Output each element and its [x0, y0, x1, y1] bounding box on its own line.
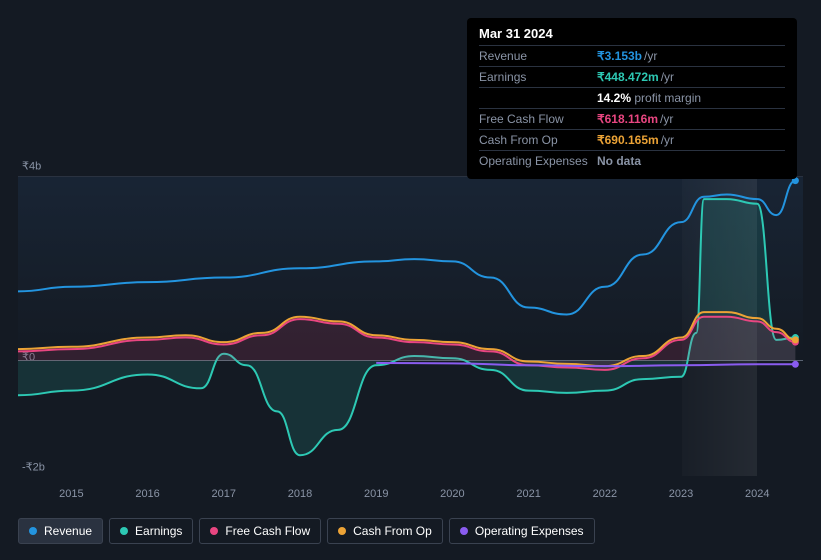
- series-end-marker-cfo: [792, 336, 799, 343]
- tooltip-row-suffix: /yr: [661, 70, 674, 84]
- legend-dot-icon: [460, 527, 468, 535]
- legend-item-cfo[interactable]: Cash From Op: [327, 518, 443, 544]
- tooltip-row-label: Revenue: [479, 49, 597, 63]
- legend-item-label: Revenue: [44, 524, 92, 538]
- series-end-marker-opex: [792, 361, 799, 368]
- tooltip-row-value: ₹690.165m: [597, 133, 659, 147]
- tooltip-row-label: Cash From Op: [479, 133, 597, 147]
- legend-dot-icon: [29, 527, 37, 535]
- tooltip-row-value: No data: [597, 154, 641, 168]
- x-axis-label: 2019: [364, 488, 388, 500]
- tooltip-row-label: Free Cash Flow: [479, 112, 597, 126]
- legend-item-fcf[interactable]: Free Cash Flow: [199, 518, 321, 544]
- tooltip-row-value: ₹618.116m: [597, 112, 658, 126]
- x-axis-label: 2022: [593, 488, 617, 500]
- series-line-earnings: [18, 199, 795, 455]
- tooltip-row-suffix: /yr: [661, 133, 674, 147]
- tooltip-row-label: Operating Expenses: [479, 154, 597, 168]
- legend-dot-icon: [210, 527, 218, 535]
- tooltip-title: Mar 31 2024: [479, 26, 785, 45]
- series-line-revenue: [18, 181, 795, 315]
- tooltip-row-suffix: /yr: [660, 112, 673, 126]
- legend-item-label: Free Cash Flow: [225, 524, 310, 538]
- x-axis-label: 2021: [516, 488, 540, 500]
- chart-svg: [18, 176, 803, 476]
- tooltip-row: Cash From Op₹690.165m /yr: [479, 129, 785, 150]
- chart-tooltip: Mar 31 2024 Revenue₹3.153b /yrEarnings₹4…: [467, 18, 797, 179]
- chart-container: ₹4b ₹0 -₹2b 2015201620172018201920202021…: [0, 0, 821, 560]
- legend-dot-icon: [338, 527, 346, 535]
- tooltip-row: Free Cash Flow₹618.116m /yr: [479, 108, 785, 129]
- tooltip-row-value: ₹3.153b: [597, 49, 642, 63]
- tooltip-row-value: ₹448.472m: [597, 70, 659, 84]
- legend-item-label: Operating Expenses: [475, 524, 584, 538]
- legend-item-opex[interactable]: Operating Expenses: [449, 518, 595, 544]
- legend-item-label: Cash From Op: [353, 524, 432, 538]
- chart-legend: Revenue Earnings Free Cash Flow Cash From O…: [18, 518, 595, 544]
- x-axis-label: 2017: [212, 488, 236, 500]
- tooltip-margin-row: 14.2% profit margin: [479, 87, 785, 108]
- x-axis-label: 2024: [745, 488, 769, 500]
- x-axis-label: 2018: [288, 488, 312, 500]
- x-axis-label: 2020: [440, 488, 464, 500]
- tooltip-row-label: Earnings: [479, 70, 597, 84]
- legend-item-revenue[interactable]: Revenue: [18, 518, 103, 544]
- tooltip-row-suffix: /yr: [644, 49, 657, 63]
- tooltip-row: Revenue₹3.153b /yr: [479, 45, 785, 66]
- y-axis-label: ₹4b: [22, 160, 41, 173]
- tooltip-row: Operating ExpensesNo data: [479, 150, 785, 171]
- legend-dot-icon: [120, 527, 128, 535]
- legend-item-label: Earnings: [135, 524, 182, 538]
- x-axis-label: 2016: [135, 488, 159, 500]
- x-axis-label: 2023: [669, 488, 693, 500]
- tooltip-row: Earnings₹448.472m /yr: [479, 66, 785, 87]
- x-axis-label: 2015: [59, 488, 83, 500]
- series-fill-earnings: [18, 199, 795, 455]
- legend-item-earnings[interactable]: Earnings: [109, 518, 193, 544]
